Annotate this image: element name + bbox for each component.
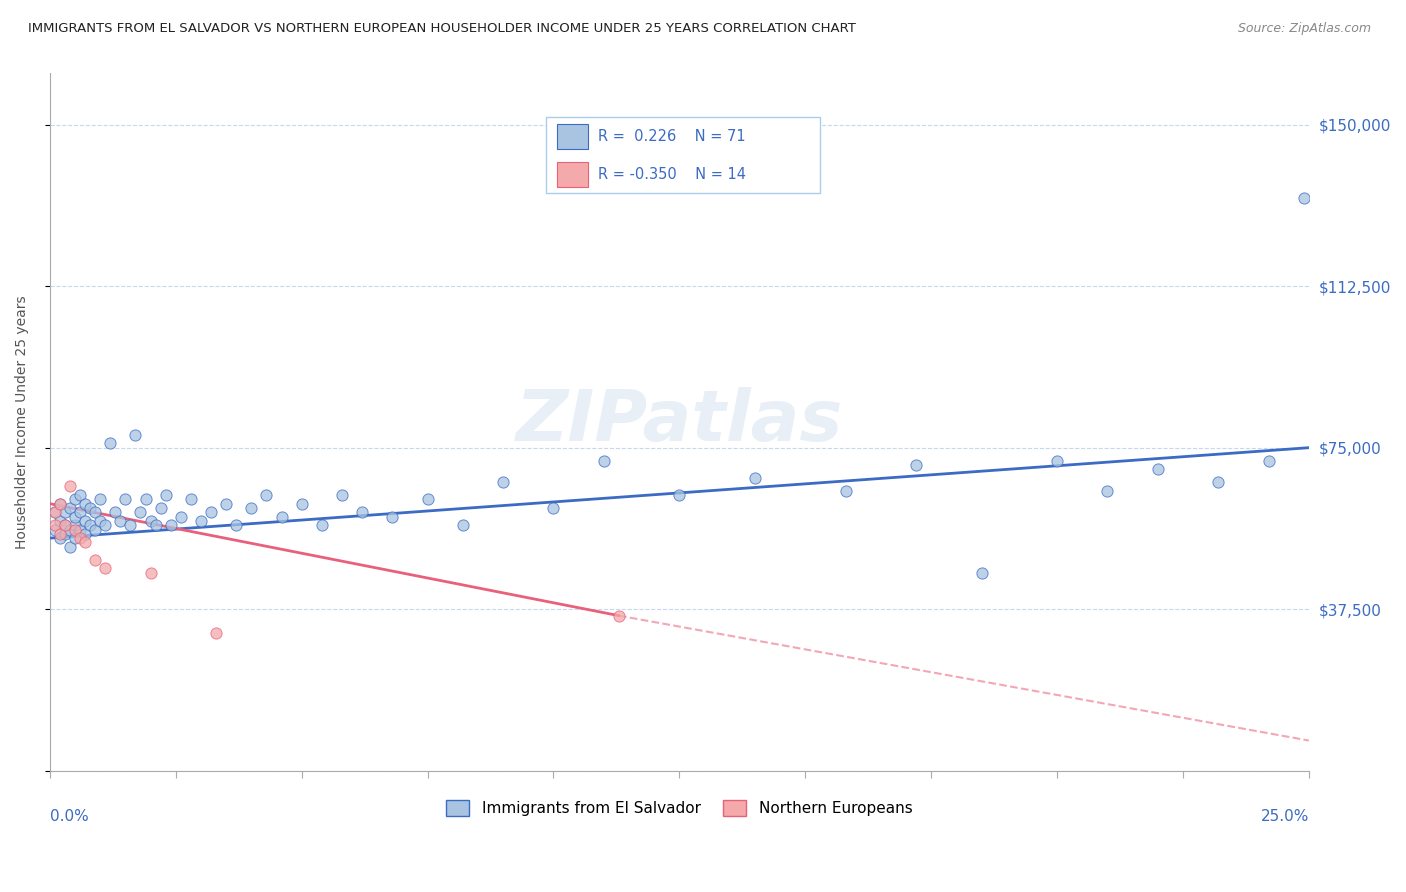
Point [129, 505, 152, 519]
Point [139, 566, 162, 580]
Legend: Immigrants from El Salvador, Northern Europeans: Immigrants from El Salvador, Northern Eu… [440, 794, 918, 822]
Point [114, 492, 136, 507]
Point [79, 518, 101, 533]
Point [225, 518, 247, 533]
Point [1146, 462, 1168, 476]
Point [190, 514, 212, 528]
Point [970, 566, 993, 580]
Point [89, 514, 111, 528]
Point [607, 608, 630, 623]
Point [84, 552, 107, 566]
Point [254, 488, 277, 502]
Point [49, 531, 72, 545]
Point [59, 500, 82, 515]
Point [110, 514, 132, 528]
Point [63, 509, 86, 524]
Point [49, 514, 72, 528]
Point [53, 505, 76, 519]
Point [1206, 475, 1229, 490]
Point [59, 540, 82, 554]
Point [44, 523, 66, 537]
Point [63, 518, 86, 533]
Point [69, 531, 91, 545]
Point [1292, 191, 1315, 205]
Point [79, 500, 101, 515]
Text: 25.0%: 25.0% [1261, 809, 1309, 824]
Point [44, 518, 66, 533]
Point [149, 500, 172, 515]
Point [240, 500, 263, 515]
Point [1097, 483, 1119, 498]
Point [84, 523, 107, 537]
Point [834, 483, 856, 498]
Point [120, 518, 142, 533]
Point [44, 505, 66, 519]
Point [59, 479, 82, 493]
Point [53, 518, 76, 533]
Point [170, 509, 193, 524]
Point [49, 526, 72, 541]
Point [416, 492, 439, 507]
Point [905, 458, 928, 472]
Point [75, 526, 97, 541]
Point [63, 523, 86, 537]
Text: R =  0.226    N = 71: R = 0.226 N = 71 [599, 128, 745, 144]
Point [381, 509, 404, 524]
Point [63, 531, 86, 545]
Point [1046, 453, 1069, 467]
Text: 0.0%: 0.0% [49, 809, 89, 824]
Point [98, 436, 121, 450]
Point [69, 523, 91, 537]
Point [104, 505, 127, 519]
Point [330, 488, 353, 502]
Point [59, 523, 82, 537]
Point [451, 518, 474, 533]
Point [592, 453, 614, 467]
Point [69, 505, 91, 519]
Point [200, 505, 222, 519]
Point [1257, 453, 1279, 467]
Point [352, 505, 374, 519]
Point [291, 497, 314, 511]
Point [69, 488, 91, 502]
Point [84, 505, 107, 519]
Point [75, 514, 97, 528]
Point [49, 497, 72, 511]
Point [145, 518, 167, 533]
Text: ZIPatlas: ZIPatlas [516, 387, 844, 457]
Point [155, 488, 177, 502]
Point [180, 492, 202, 507]
Point [75, 497, 97, 511]
Point [270, 509, 292, 524]
Point [205, 626, 228, 640]
Point [63, 492, 86, 507]
Point [94, 561, 117, 575]
Point [53, 526, 76, 541]
Point [139, 514, 162, 528]
Point [159, 518, 181, 533]
Y-axis label: Householder Income Under 25 years: Householder Income Under 25 years [15, 295, 30, 549]
Point [744, 471, 766, 485]
Point [124, 427, 146, 442]
Point [311, 518, 333, 533]
Point [668, 488, 690, 502]
Point [215, 497, 238, 511]
Point [492, 475, 515, 490]
Point [94, 518, 117, 533]
Text: Source: ZipAtlas.com: Source: ZipAtlas.com [1237, 22, 1371, 36]
Text: R = -0.350    N = 14: R = -0.350 N = 14 [599, 167, 747, 182]
Point [543, 500, 565, 515]
Point [53, 518, 76, 533]
Point [49, 497, 72, 511]
Point [135, 492, 157, 507]
Point [75, 535, 97, 549]
Point [44, 505, 66, 519]
Point [89, 492, 111, 507]
Text: IMMIGRANTS FROM EL SALVADOR VS NORTHERN EUROPEAN HOUSEHOLDER INCOME UNDER 25 YEA: IMMIGRANTS FROM EL SALVADOR VS NORTHERN … [28, 22, 856, 36]
